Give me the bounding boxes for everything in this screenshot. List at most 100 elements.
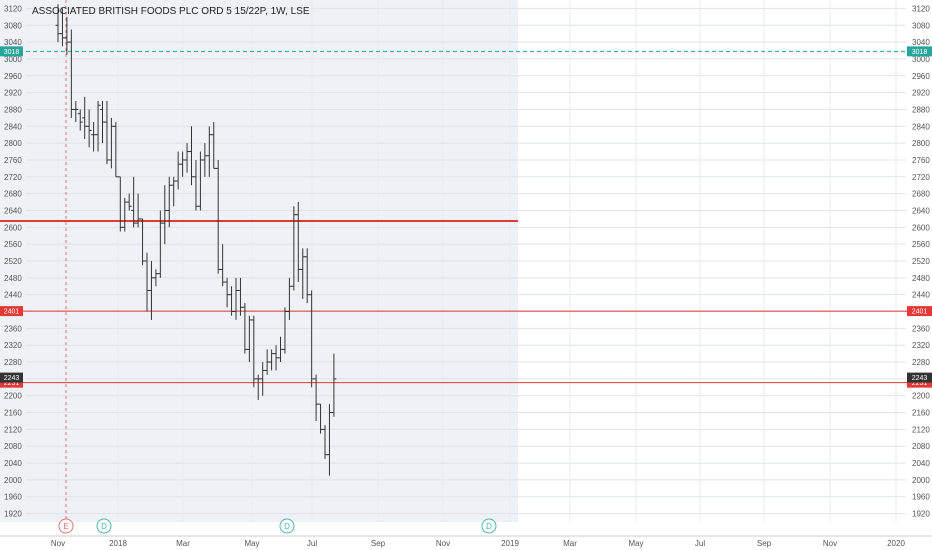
ohlc-bar bbox=[77, 109, 83, 131]
y-tick-label: 2000 bbox=[4, 476, 22, 485]
y-tick-label: 1920 bbox=[4, 510, 22, 519]
y-tick-label: 3080 bbox=[912, 21, 930, 30]
y-tick-label: 2960 bbox=[4, 72, 22, 81]
y-tick-label: 2320 bbox=[4, 341, 22, 350]
y-tick-label: 2840 bbox=[4, 122, 22, 131]
price-tag-label: 2401 bbox=[4, 309, 20, 316]
x-tick-label: Mar bbox=[563, 539, 577, 548]
event-marker-label: D bbox=[101, 522, 107, 531]
left-price-axis: 1920196020002040208021202160220022402280… bbox=[4, 4, 22, 518]
event-marker-label: D bbox=[284, 522, 290, 531]
y-tick-label: 3120 bbox=[4, 4, 22, 13]
x-tick-label: Nov bbox=[51, 539, 65, 548]
ohlc-bar bbox=[73, 101, 79, 123]
price-tag-right bbox=[907, 306, 932, 317]
y-tick-label: 2480 bbox=[4, 274, 22, 283]
chart-title: ASSOCIATED BRITISH FOODS PLC ORD 5 15/22… bbox=[32, 6, 310, 17]
x-tick-label: Jul bbox=[307, 539, 317, 548]
y-tick-label: 3080 bbox=[4, 21, 22, 30]
y-tick-label: 1920 bbox=[912, 510, 930, 519]
y-tick-label: 2320 bbox=[912, 341, 930, 350]
y-tick-label: 2080 bbox=[4, 442, 22, 451]
y-tick-label: 2640 bbox=[912, 206, 930, 215]
y-tick-label: 2600 bbox=[912, 223, 930, 232]
y-tick-label: 2720 bbox=[4, 173, 22, 182]
event-marker-circle bbox=[481, 518, 497, 534]
price-tag-right bbox=[907, 377, 932, 388]
y-tick-label: 2600 bbox=[4, 223, 22, 232]
y-tick-label: 2200 bbox=[912, 392, 930, 401]
y-tick-label: 2680 bbox=[4, 190, 22, 199]
price-tag-label: 2243 bbox=[4, 375, 20, 382]
x-tick-label: 2020 bbox=[887, 539, 905, 548]
price-tag-label: 2231 bbox=[912, 380, 928, 387]
grid bbox=[26, 0, 906, 522]
price-tag-left bbox=[0, 377, 23, 388]
price-tag-label: 2231 bbox=[4, 380, 20, 387]
y-tick-label: 2280 bbox=[4, 358, 22, 367]
price-bars bbox=[55, 4, 337, 476]
price-tag-right bbox=[907, 46, 932, 57]
y-tick-label: 2120 bbox=[912, 425, 930, 434]
x-tick-label: 2018 bbox=[109, 539, 127, 548]
x-tick-label: Jul bbox=[695, 539, 705, 548]
y-tick-label: 2920 bbox=[4, 89, 22, 98]
y-tick-label: 2360 bbox=[912, 324, 930, 333]
y-tick-label: 2000 bbox=[912, 476, 930, 485]
y-tick-label: 2680 bbox=[912, 190, 930, 199]
y-tick-label: 2920 bbox=[912, 89, 930, 98]
horizontal-lines bbox=[0, 50, 932, 384]
y-tick-label: 3000 bbox=[4, 55, 22, 64]
y-tick-label: 2160 bbox=[912, 409, 930, 418]
y-tick-label: 2800 bbox=[912, 139, 930, 148]
price-tag-label: 2243 bbox=[912, 375, 928, 382]
x-tick-label: Mar bbox=[176, 539, 190, 548]
event-marker-label: D bbox=[486, 522, 492, 531]
y-tick-label: 3040 bbox=[912, 38, 930, 47]
y-tick-label: 2440 bbox=[912, 291, 930, 300]
x-tick-label: 2019 bbox=[501, 539, 519, 548]
y-tick-label: 2840 bbox=[912, 122, 930, 131]
y-tick-label: 3120 bbox=[912, 4, 930, 13]
event-marker-circle bbox=[58, 518, 74, 534]
y-tick-label: 2080 bbox=[912, 442, 930, 451]
ohlc-bar bbox=[86, 109, 92, 148]
x-tick-label: Nov bbox=[436, 539, 450, 548]
x-tick-label: Sep bbox=[757, 539, 772, 548]
x-tick-label: May bbox=[244, 539, 259, 548]
y-tick-label: 2760 bbox=[912, 156, 930, 165]
ohlc-bar bbox=[331, 353, 337, 417]
y-tick-label: 2200 bbox=[4, 392, 22, 401]
x-tick-label: Sep bbox=[371, 539, 386, 548]
time-axis: Nov 2018 Mar May Jul Sep Nov 2019 Mar May Jul Sep No… bbox=[0, 535, 932, 548]
y-tick-label: 2560 bbox=[4, 240, 22, 249]
ohlc-bar bbox=[95, 101, 101, 152]
y-tick-label: 2520 bbox=[4, 257, 22, 266]
event-marker-circle bbox=[96, 518, 112, 534]
x-tick-label: May bbox=[628, 539, 643, 548]
event-marker-circle bbox=[279, 518, 295, 534]
y-tick-label: 2120 bbox=[4, 425, 22, 434]
price-tag-left bbox=[0, 372, 23, 383]
price-tag-left bbox=[0, 306, 23, 317]
y-tick-label: 2760 bbox=[4, 156, 22, 165]
y-tick-label: 2640 bbox=[4, 206, 22, 215]
y-tick-label: 2440 bbox=[4, 291, 22, 300]
y-tick-label: 2800 bbox=[4, 139, 22, 148]
event-marker-label: E bbox=[63, 522, 68, 531]
price-tag-label: 2401 bbox=[912, 309, 928, 316]
price-tag-label: 3018 bbox=[912, 49, 928, 56]
y-tick-label: 2360 bbox=[4, 324, 22, 333]
price-tag-label: 3018 bbox=[4, 49, 20, 56]
y-tick-label: 1960 bbox=[4, 493, 22, 502]
y-tick-label: 2880 bbox=[4, 105, 22, 114]
y-tick-label: 2560 bbox=[912, 240, 930, 249]
y-tick-label: 2480 bbox=[912, 274, 930, 283]
y-tick-label: 2880 bbox=[912, 105, 930, 114]
y-tick-label: 2280 bbox=[912, 358, 930, 367]
y-tick-label: 1960 bbox=[912, 493, 930, 502]
y-tick-label: 2960 bbox=[912, 72, 930, 81]
price-tag-right bbox=[907, 372, 932, 383]
